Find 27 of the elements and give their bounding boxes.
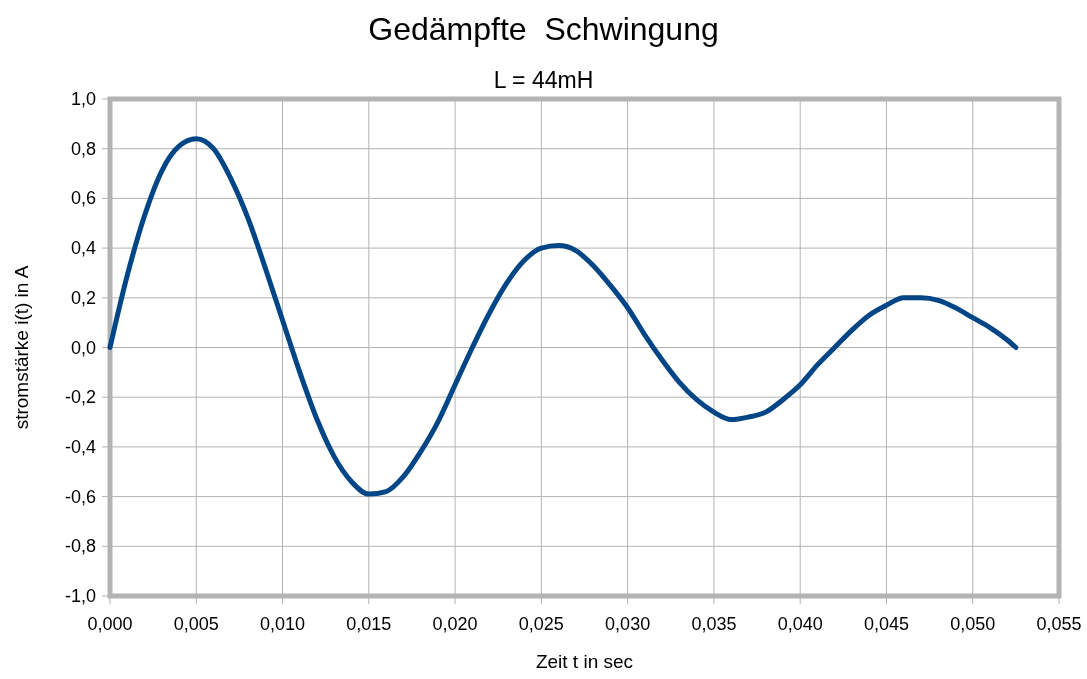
x-tick-label: 0,045	[863, 614, 909, 634]
y-tick-label: 0,0	[70, 337, 96, 358]
x-tick-label: 0,050	[950, 614, 996, 634]
x-tick-label: 0,035	[691, 614, 737, 634]
y-tick-label: 0,4	[70, 238, 96, 259]
x-tick-label: 0,005	[173, 614, 219, 634]
y-tick-label: 0,2	[70, 287, 96, 308]
x-tick-label: 0,040	[777, 614, 823, 634]
y-tick-label: 0,6	[70, 188, 96, 209]
x-tick-label: 0,015	[346, 614, 392, 634]
y-tick-label: -0,6	[64, 486, 96, 507]
x-tick-label: 0,055	[1036, 614, 1082, 634]
chart-title: Gedämpfte Schwingung	[368, 11, 719, 47]
y-tick-label: -0,2	[64, 387, 96, 408]
y-tick-label: -0,4	[64, 436, 96, 457]
y-tick-label: -0,8	[64, 536, 96, 557]
x-tick-label: 0,000	[87, 614, 133, 634]
x-tick-label: 0,020	[432, 614, 478, 634]
y-axis-title: stromstärke i(t) in A	[11, 265, 32, 430]
x-tick-label: 0,010	[260, 614, 306, 634]
y-tick-label: -1,0	[64, 586, 96, 606]
chart-subtitle: L = 44mH	[493, 67, 594, 93]
y-tick-label: 1,0	[70, 89, 96, 109]
y-tick-label: 0,8	[70, 138, 96, 159]
x-tick-label: 0,030	[605, 614, 651, 634]
x-axis-title: Zeit t in sec	[535, 651, 634, 672]
x-tick-label: 0,025	[518, 614, 564, 634]
